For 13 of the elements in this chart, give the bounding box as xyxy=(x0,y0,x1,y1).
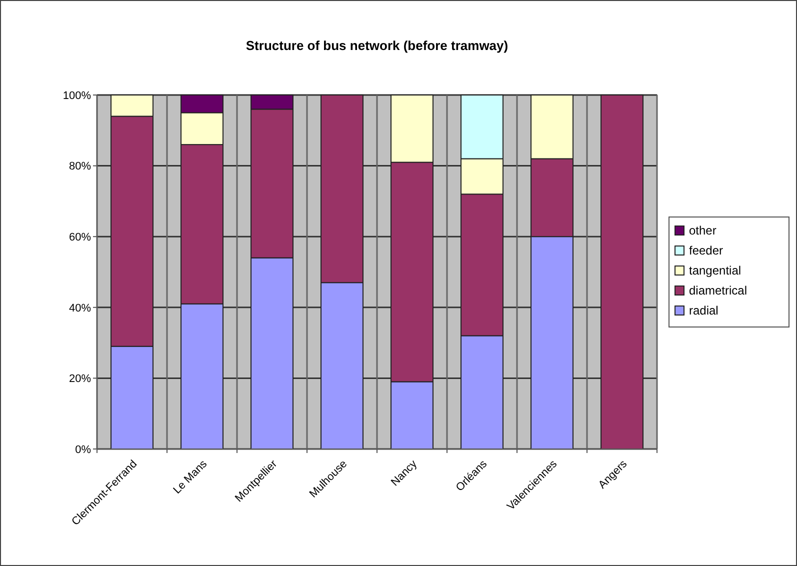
legend-label: radial xyxy=(689,304,718,318)
legend-label: diametrical xyxy=(689,284,748,298)
y-tick-label: 80% xyxy=(68,160,92,173)
legend-label: other xyxy=(689,224,716,238)
bar xyxy=(600,94,644,450)
y-tick-label: 20% xyxy=(68,373,92,386)
y-tick-label: 100% xyxy=(62,90,92,102)
legend-label: tangential xyxy=(689,264,742,278)
legend-label: feeder xyxy=(689,244,724,258)
chart-title: Structure of bus network (before tramway) xyxy=(246,38,508,53)
y-tick-label: 40% xyxy=(68,302,92,314)
y-tick-label: 60% xyxy=(68,231,92,244)
y-tick-label: 0% xyxy=(75,444,92,456)
